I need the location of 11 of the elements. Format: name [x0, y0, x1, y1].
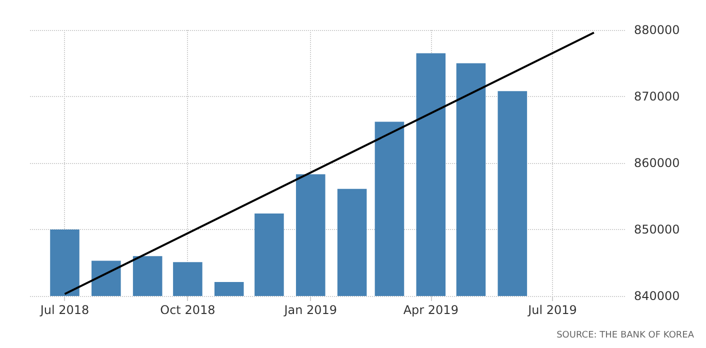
source-note: SOURCE: THE BANK OF KOREA — [556, 330, 695, 340]
y-tick-label: 870000 — [634, 90, 680, 104]
x-tick-label: Jan 2019 — [283, 303, 338, 317]
x-tick-label: Apr 2019 — [403, 303, 458, 317]
y-tick-label: 860000 — [634, 156, 680, 170]
x-tick-label: Jul 2019 — [527, 303, 577, 317]
y-tick-label: 880000 — [634, 23, 680, 37]
y-tick-label: 840000 — [634, 289, 680, 303]
y-tick-label: 850000 — [634, 222, 680, 236]
x-tick-label: Jul 2018 — [39, 303, 90, 317]
x-tick-label: Oct 2018 — [160, 303, 216, 317]
